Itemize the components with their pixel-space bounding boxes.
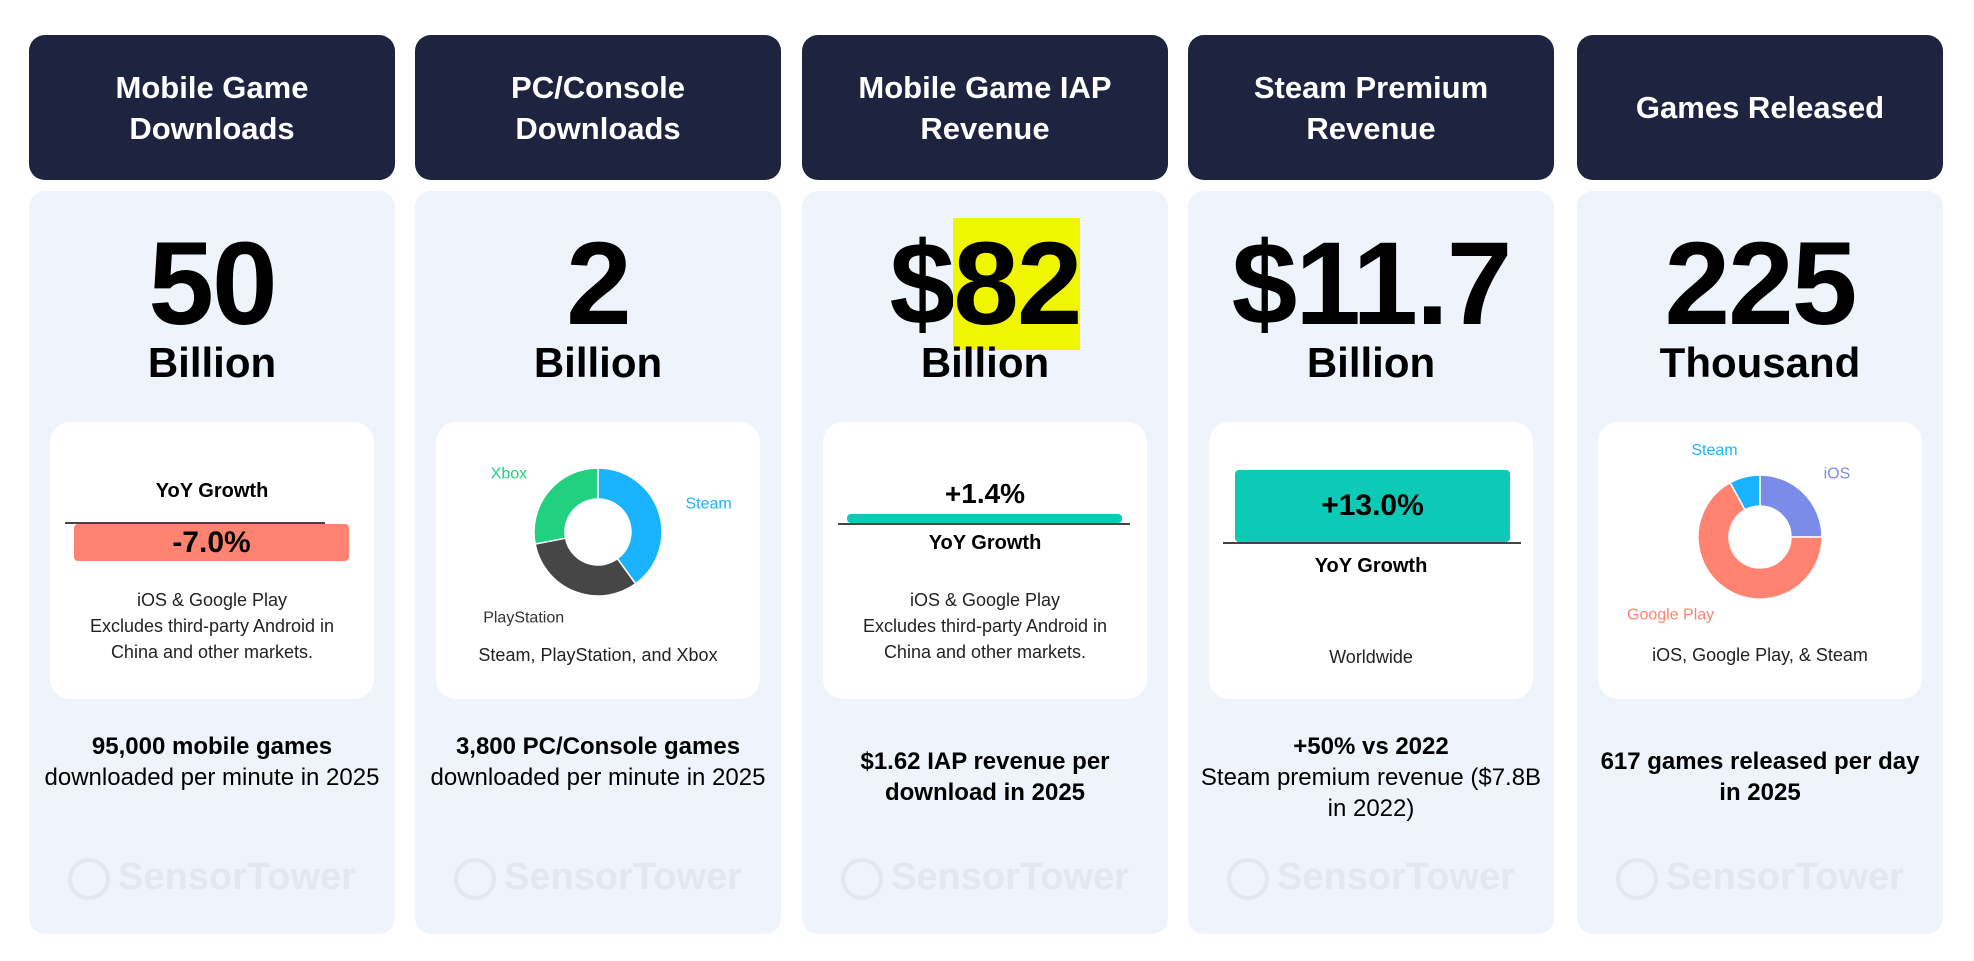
footer-bold: 3,800 PC/Console games — [455, 733, 741, 760]
footer-text: downloaded per minute in 2025 — [44, 764, 380, 791]
note: iOS, Google Play, & Steam — [1652, 645, 1868, 665]
donut-chart-platforms: Steam PlayStation Xbox — [483, 465, 732, 627]
highlighted-value: 82 — [953, 218, 1082, 350]
sensortower-logo-icon — [1616, 857, 1659, 900]
watermark-text: SensorTower — [891, 856, 1129, 898]
card-header: Mobile Game Downloads — [29, 35, 395, 180]
value-unit: Billion — [533, 339, 663, 386]
watermark: SensorTower — [802, 856, 1168, 900]
note-line: China and other markets. — [110, 642, 314, 662]
sensortower-logo-icon — [68, 857, 111, 900]
big-value: 2 — [566, 218, 632, 350]
big-value: $11.7 — [1231, 218, 1513, 350]
yoy-bar — [847, 514, 1122, 523]
donut-label: PlayStation — [483, 610, 564, 627]
watermark-text: SensorTower — [504, 856, 742, 898]
card-games-released: Games Released 225 Thousand iOS Google Pl… — [1577, 35, 1943, 934]
donut-slice-steam — [1729, 474, 1761, 511]
card-iap-revenue: Mobile Game IAP Revenue $82 Billion +1.4… — [802, 35, 1168, 934]
big-value: 50 — [148, 218, 277, 350]
sensortower-logo-icon — [1227, 857, 1270, 900]
note-line: Excludes third-party Android in — [862, 616, 1108, 636]
card-body: 2 Billion Steam PlayStation Xbox Steam, Pl… — [415, 191, 781, 934]
yoy-label: YoY Growth — [1314, 555, 1428, 577]
note: Worldwide — [1329, 647, 1413, 667]
watermark-text: SensorTower — [1277, 856, 1515, 898]
watermark: SensorTower — [415, 856, 781, 900]
watermark-text: SensorTower — [118, 856, 356, 898]
note: iOS & Google Play Excludes third-party A… — [823, 587, 1147, 665]
yoy-bar: +13.0% — [1235, 470, 1510, 542]
footer-text: Steam premium revenue ($7.8B in 2022) — [1200, 764, 1542, 822]
footer-bold: +50% vs 2022 — [1293, 733, 1449, 760]
info-box: Steam PlayStation Xbox Steam, PlayStation,… — [436, 422, 760, 699]
yoy-bar: -7.0% — [74, 524, 349, 561]
card-body: $82 Billion +1.4% YoY Growth iOS & Googl… — [802, 191, 1168, 934]
note-line: iOS & Google Play — [136, 590, 288, 610]
card-steam-revenue: Steam Premium Revenue $11.7 Billion +13.… — [1188, 35, 1554, 934]
footer: 3,800 PC/Console games downloaded per min… — [425, 731, 771, 793]
footer: $1.62 IAP revenue per download in 2025 — [812, 746, 1158, 808]
footer-bold: 617 games released per day in 2025 — [1600, 748, 1920, 806]
currency: $ — [889, 218, 956, 350]
value-unit: Billion — [147, 339, 277, 386]
donut-slice-xbox — [533, 467, 599, 545]
baseline — [1223, 542, 1521, 544]
donut-slice-steam — [597, 467, 663, 585]
info-box: YoY Growth -7.0% iOS & Google Play Exclu… — [50, 422, 374, 699]
yoy-label: YoY Growth — [928, 532, 1042, 554]
value-unit: Thousand — [1659, 339, 1861, 386]
baseline — [838, 523, 1130, 525]
card-mobile-downloads: Mobile Game Downloads 50 Billion YoY Gro… — [29, 35, 395, 934]
info-box: iOS Google Play Steam iOS, Google Play, & … — [1598, 422, 1922, 699]
sensortower-logo-icon — [841, 857, 884, 900]
footer: 617 games released per day in 2025 — [1587, 746, 1933, 808]
card-pc-console-downloads: PC/Console Downloads 2 Billion Steam Play… — [415, 35, 781, 934]
footer: 95,000 mobile games downloaded per minute… — [39, 731, 385, 793]
footer-bold: $1.62 IAP revenue per download in 2025 — [860, 748, 1110, 806]
sensortower-logo-icon — [454, 857, 497, 900]
donut-slice-ios — [1759, 474, 1823, 538]
card-header: Steam Premium Revenue — [1188, 35, 1554, 180]
note-line: Excludes third-party Android in — [89, 616, 335, 636]
note-line: China and other markets. — [883, 642, 1087, 662]
value-unit: Billion — [1306, 339, 1436, 386]
watermark: SensorTower — [1577, 856, 1943, 900]
card-body: 225 Thousand iOS Google Play Steam iOS, Go… — [1577, 191, 1943, 934]
note: Steam, PlayStation, and Xbox — [478, 645, 718, 665]
big-value: $82 — [802, 218, 1168, 350]
donut-label: Xbox — [491, 465, 527, 482]
big-value: 225 — [1664, 218, 1858, 350]
card-header: PC/Console Downloads — [415, 35, 781, 180]
info-box: +1.4% YoY Growth iOS & Google Play Exclu… — [823, 422, 1147, 699]
watermark-text: SensorTower — [1666, 856, 1904, 898]
value-unit: Billion — [920, 339, 1050, 386]
card-header: Games Released — [1577, 35, 1943, 180]
card-header: Mobile Game IAP Revenue — [802, 35, 1168, 180]
baseline — [65, 522, 325, 524]
info-box: +13.0% YoY Growth Worldwide — [1209, 422, 1533, 699]
donut-label: iOS — [1824, 465, 1851, 482]
donut-label: Steam — [685, 496, 731, 513]
card-body: 50 Billion YoY Growth -7.0% iOS & Google… — [29, 191, 395, 934]
footer-bold: 95,000 mobile games — [91, 733, 333, 760]
footer: +50% vs 2022 Steam premium revenue ($7.8B… — [1198, 731, 1544, 824]
watermark: SensorTower — [29, 856, 395, 900]
card-body: $11.7 Billion +13.0% YoY Growth Worldwid… — [1188, 191, 1554, 934]
donut-label: Google Play — [1627, 606, 1714, 623]
yoy-value: +1.4% — [944, 478, 1026, 509]
note-line: iOS & Google Play — [909, 590, 1061, 610]
yoy-label: YoY Growth — [155, 480, 269, 502]
footer-text: downloaded per minute in 2025 — [430, 764, 766, 791]
donut-chart-releases: iOS Google Play Steam — [1627, 442, 1851, 624]
donut-slice-playstation — [534, 537, 637, 597]
watermark: SensorTower — [1188, 856, 1554, 900]
donut-label: Steam — [1691, 442, 1737, 459]
note: iOS & Google Play Excludes third-party A… — [50, 587, 374, 665]
donut-slice-google-play — [1697, 481, 1823, 600]
